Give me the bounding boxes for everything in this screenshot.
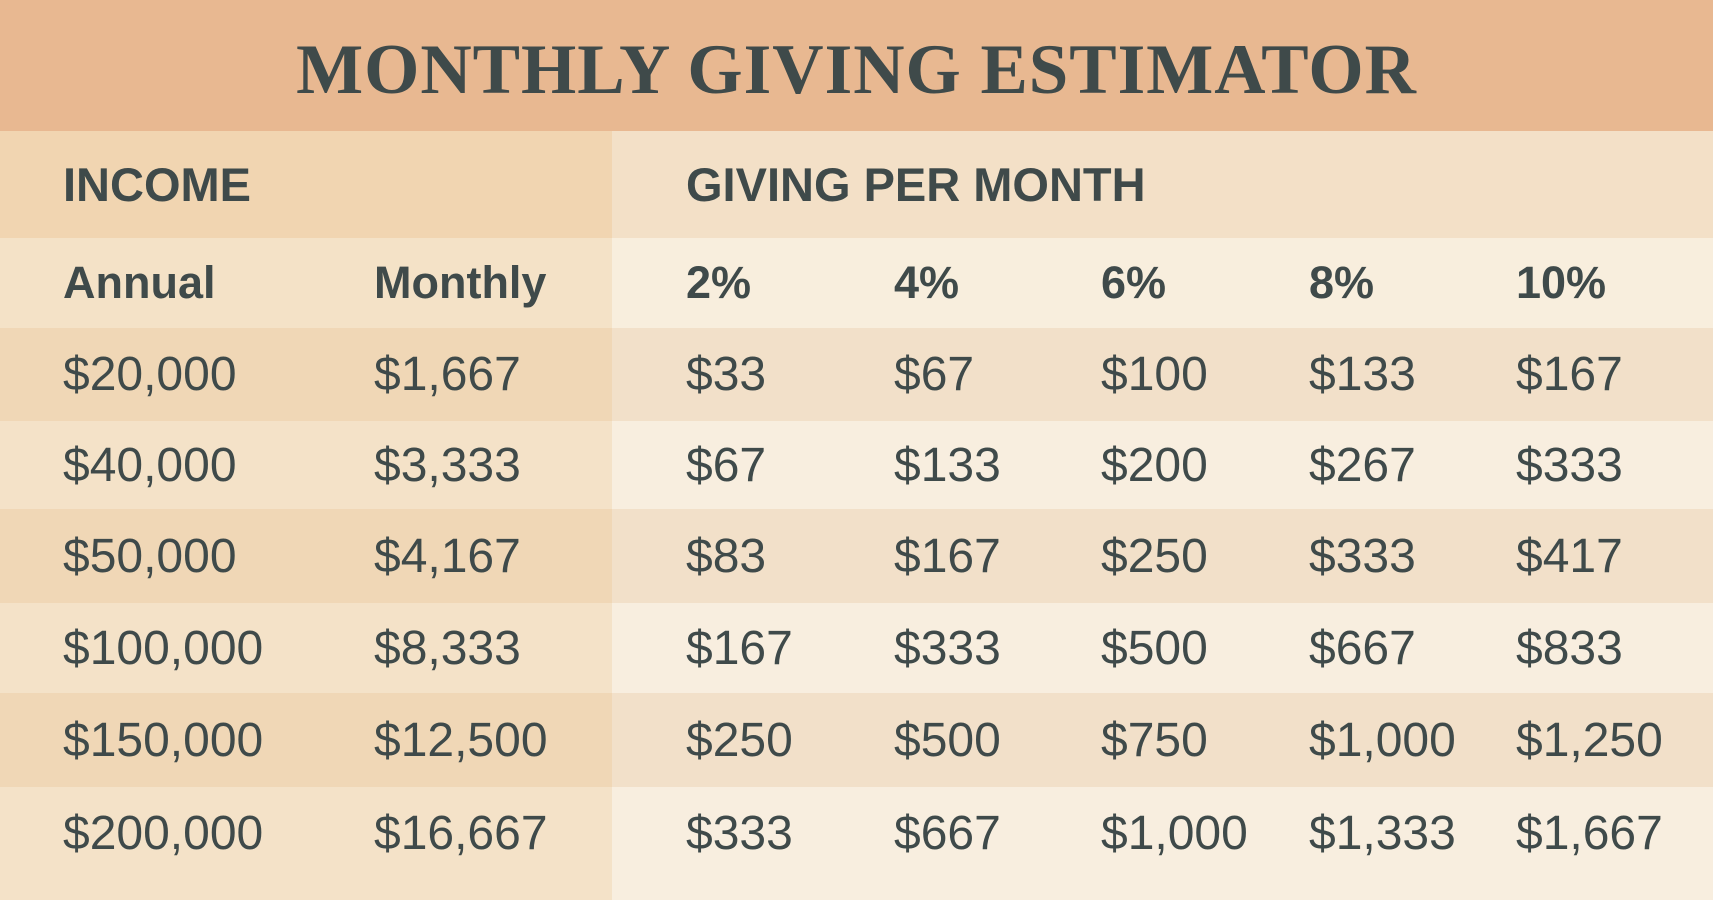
column-header-4pct: 4% xyxy=(894,257,960,308)
table-cell: $267 xyxy=(1309,438,1416,492)
title-bar: MONTHLY GIVING ESTIMATOR xyxy=(0,0,1713,131)
section-header-row: INCOME GIVING PER MONTH xyxy=(0,131,1713,238)
table-cell: $167 xyxy=(894,529,1001,583)
column-header-10pct: 10% xyxy=(1516,257,1607,308)
table-cell: $1,250 xyxy=(1516,713,1663,767)
table-cell: $67 xyxy=(894,348,975,401)
table-cell: $133 xyxy=(894,438,1001,492)
column-header-monthly: Monthly xyxy=(374,257,547,308)
table-cell: $750 xyxy=(1101,713,1208,767)
column-header-6pct: 6% xyxy=(1101,257,1167,308)
table-cell: $833 xyxy=(1516,621,1623,675)
table-cell: $200,000 xyxy=(63,806,264,860)
table-cell: $667 xyxy=(1309,621,1416,675)
table-cell: $200 xyxy=(1101,438,1208,492)
table-cell: $83 xyxy=(686,529,767,583)
table-cell: $167 xyxy=(686,621,793,675)
table-cell: $333 xyxy=(1309,529,1416,583)
table-cell: $4,167 xyxy=(374,529,521,583)
column-header-2pct: 2% xyxy=(686,257,752,308)
table-cell: $1,000 xyxy=(1101,806,1248,860)
table-cell: $50,000 xyxy=(63,529,237,583)
table-cell: $133 xyxy=(1309,348,1416,401)
column-header-annual: Annual xyxy=(63,257,216,308)
table-row: $200,000 $16,667 $333 $667 $1,000 $1,333… xyxy=(0,787,1713,900)
table-cell: $3,333 xyxy=(374,438,521,492)
table-cell: $100,000 xyxy=(63,621,264,675)
column-header-8pct: 8% xyxy=(1309,257,1375,308)
table-cell: $1,667 xyxy=(374,348,521,401)
table-cell: $150,000 xyxy=(63,713,264,767)
giving-section-label: GIVING PER MONTH xyxy=(686,158,1146,211)
page-title: MONTHLY GIVING ESTIMATOR xyxy=(296,31,1417,109)
table-cell: $100 xyxy=(1101,348,1208,401)
table-row: $20,000 $1,667 $33 $67 $100 $133 $167 xyxy=(0,328,1713,421)
table-cell: $8,333 xyxy=(374,621,521,675)
income-section-label: INCOME xyxy=(63,158,251,211)
table-row: $150,000 $12,500 $250 $500 $750 $1,000 $… xyxy=(0,693,1713,787)
table-cell: $1,000 xyxy=(1309,713,1456,767)
table-row: $50,000 $4,167 $83 $167 $250 $333 $417 xyxy=(0,509,1713,603)
table-cell: $167 xyxy=(1516,348,1623,401)
table-row: $100,000 $8,333 $167 $333 $500 $667 $833 xyxy=(0,603,1713,693)
table-cell: $333 xyxy=(1516,438,1623,492)
table-cell: $16,667 xyxy=(374,806,548,860)
table-cell: $1,667 xyxy=(1516,806,1663,860)
table-cell: $40,000 xyxy=(63,438,237,492)
table-cell: $1,333 xyxy=(1309,806,1456,860)
table-cell: $250 xyxy=(1101,529,1208,583)
table-cell: $33 xyxy=(686,348,767,401)
table-cell: $667 xyxy=(894,806,1001,860)
table-cell: $20,000 xyxy=(63,348,237,401)
column-header-row: Annual Monthly 2% 4% 6% 8% 10% xyxy=(0,238,1713,328)
table-cell: $500 xyxy=(894,713,1001,767)
table-cell: $417 xyxy=(1516,529,1623,583)
table-cell: $67 xyxy=(686,438,767,492)
table-cell: $333 xyxy=(686,806,793,860)
table-cell: $12,500 xyxy=(374,713,548,767)
table-cell: $500 xyxy=(1101,621,1208,675)
table-cell: $250 xyxy=(686,713,793,767)
table-cell: $333 xyxy=(894,621,1001,675)
table-row: $40,000 $3,333 $67 $133 $200 $267 $333 xyxy=(0,421,1713,509)
